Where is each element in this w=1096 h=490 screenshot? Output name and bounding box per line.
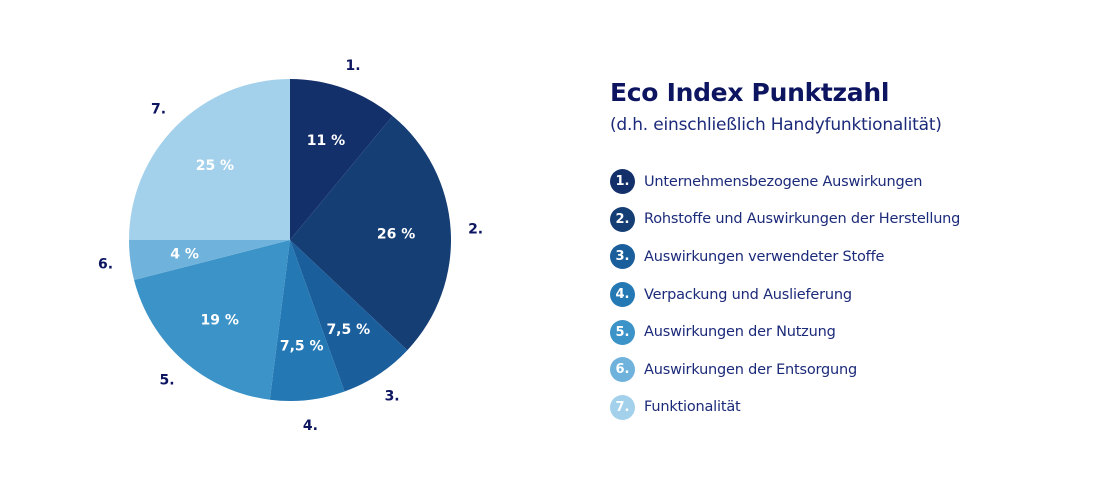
pie-slice [129, 79, 290, 240]
chart-subtitle: (d.h. einschließlich Handyfunktionalität… [610, 115, 942, 135]
pie-slice [290, 79, 393, 240]
legend-item: 1. Unternehmensbezogene Auswirkungen [610, 163, 1080, 201]
slice-number-label: 4. [303, 418, 318, 434]
pie-chart: 11 % 26 % 7,5 %7,5 % 19 % 4 % 25 % 1. 2. 3. 4. 5.… [98, 58, 483, 434]
slice-number-label: 5. [159, 373, 174, 389]
slice-value-label: 7,5 % [280, 339, 324, 355]
legend-label: Auswirkungen der Nutzung [644, 324, 836, 341]
legend-label: Auswirkungen der Entsorgung [644, 361, 858, 378]
slice-value-label: 7,5 % [326, 322, 370, 338]
slice-value-labels: 11 % 26 % 7,5 %7,5 % 19 % 4 % 25 % [170, 133, 415, 355]
legend-badge: 2. [610, 206, 635, 232]
slice-number-label: 7. [151, 102, 166, 118]
pie-slice [290, 115, 451, 351]
slice-value-label: 11 % [307, 133, 345, 149]
legend-badge: 4. [610, 282, 635, 308]
legend-item: 5. Auswirkungen der Nutzung [610, 313, 1080, 351]
slice-value-label: 25 % [196, 158, 234, 174]
legend-badge: 6. [610, 357, 635, 383]
pie-slice [129, 240, 290, 281]
legend-badge: 1. [610, 169, 635, 195]
pie-slice [290, 240, 408, 392]
slice-number-label: 1. [345, 58, 360, 74]
pie-slice [134, 240, 290, 400]
slice-value-label: 4 % [170, 246, 199, 262]
legend-label: Funktionalität [644, 399, 741, 416]
legend-badge: 5. [610, 319, 635, 345]
legend-panel: Eco Index Punktzahl (d.h. einschließlich… [610, 78, 1080, 426]
legend-item: 3. Auswirkungen verwendeter Stoffe [610, 238, 1080, 276]
legend-label: Verpackung und Auslieferung [644, 286, 852, 303]
chart-title: Eco Index Punktzahl [610, 78, 890, 107]
slice-number-label: 3. [385, 389, 400, 405]
slice-number-labels: 1. 2. 3. 4. 5. 6. 7. [98, 58, 483, 434]
legend-item: 6. Auswirkungen der Entsorgung [610, 351, 1080, 389]
legend-item: 4. Verpackung und Auslieferung [610, 276, 1080, 314]
slice-number-label: 2. [468, 221, 483, 237]
legend-badge: 3. [610, 244, 635, 270]
legend-list: 1. Unternehmensbezogene Auswirkungen 2. … [610, 163, 1080, 426]
legend-item: 7. Funktionalität [610, 389, 1080, 427]
legend-badge: 7. [610, 394, 635, 420]
slice-number-label: 6. [98, 256, 113, 272]
legend-item: 2. Rohstoffe und Auswirkungen der Herste… [610, 201, 1080, 239]
legend-label: Unternehmensbezogene Auswirkungen [644, 173, 923, 190]
slice-value-label: 19 % [201, 313, 239, 329]
legend-label: Auswirkungen verwendeter Stoffe [644, 248, 885, 265]
legend-label: Rohstoffe und Auswirkungen der Herstellu… [644, 211, 961, 228]
pie-slices [129, 79, 451, 401]
slice-value-label: 26 % [377, 226, 415, 242]
pie-slice [269, 240, 345, 401]
